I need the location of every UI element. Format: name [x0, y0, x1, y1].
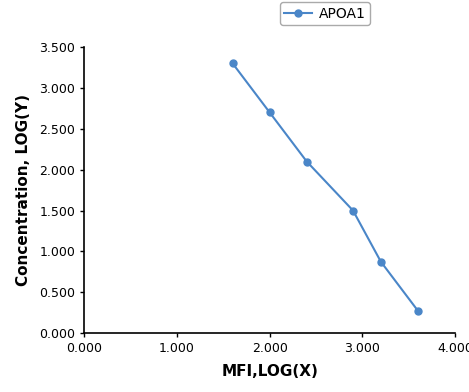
APOA1: [378, 260, 384, 264]
APOA1: [415, 309, 421, 313]
APOA1: [267, 110, 272, 115]
Line: APOA1: APOA1: [229, 60, 421, 314]
APOA1: [304, 159, 310, 164]
Y-axis label: Concentration, LOG(Y): Concentration, LOG(Y): [16, 94, 31, 286]
APOA1: [230, 61, 235, 66]
X-axis label: MFI,LOG(X): MFI,LOG(X): [221, 363, 318, 379]
APOA1: [350, 208, 356, 213]
Legend: APOA1: APOA1: [280, 2, 370, 25]
